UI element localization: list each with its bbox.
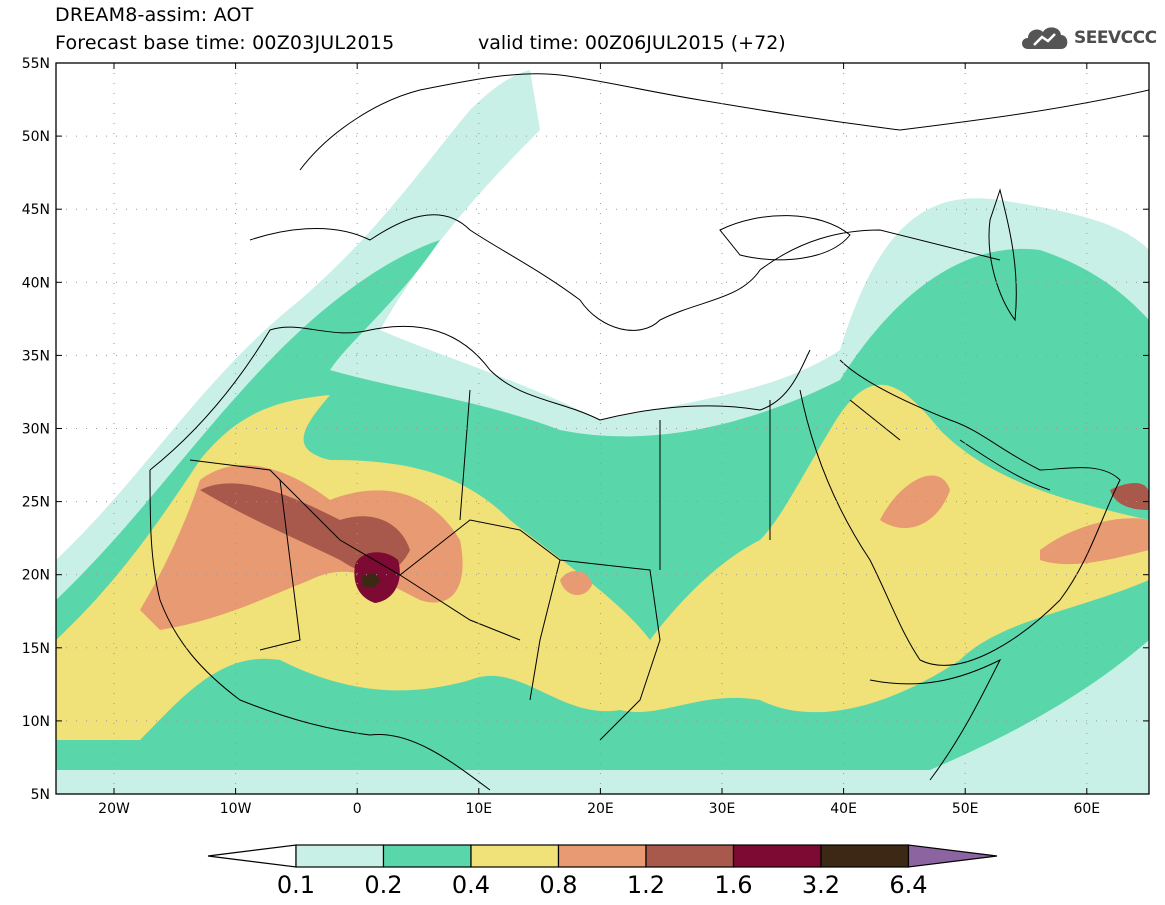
lat-label: 45N <box>22 202 50 218</box>
colorbar-label: 0.4 <box>452 871 490 899</box>
lat-label: 15N <box>22 641 50 657</box>
lon-label: 60E <box>1073 801 1100 817</box>
lon-label: 10E <box>465 801 492 817</box>
colorbar-label: 1.2 <box>627 871 665 899</box>
colorbar-swatch <box>557 844 647 868</box>
lat-label: 35N <box>22 348 50 364</box>
seevccc-logo: SEEVCCC <box>1018 23 1157 53</box>
lat-label: 55N <box>22 56 50 72</box>
map-title: DREAM8-assim: AOT <box>55 4 254 26</box>
lon-label: 10W <box>220 801 252 817</box>
colorbar-swatch <box>382 844 472 868</box>
aot-band-1.2 <box>200 483 410 574</box>
lat-label: 50N <box>22 129 50 145</box>
aot-band-3.2 <box>362 573 380 588</box>
colorbar-swatch <box>820 844 910 868</box>
colorbar-label: 3.2 <box>802 871 840 899</box>
lon-label: 30E <box>709 801 736 817</box>
lon-label: 40E <box>830 801 857 817</box>
logo-text: SEEVCCC <box>1074 28 1157 48</box>
colorbar-swatch <box>645 844 735 868</box>
forecast-base-time: Forecast base time: 00Z03JUL2015 <box>55 32 395 54</box>
aot-band-0.4 <box>56 384 1149 740</box>
latitude-labels: 55N 50N 45N 40N 35N 30N 25N 20N 15N 10N 5N <box>22 56 50 803</box>
colorbar-label: 0.1 <box>277 871 315 899</box>
colorbar-high-arrow <box>907 844 998 868</box>
colorbar-swatch <box>732 844 822 868</box>
colorbar-low-arrow <box>207 844 297 868</box>
lon-label: 20E <box>587 801 614 817</box>
colorbar-swatch <box>470 844 560 868</box>
longitude-labels: 20W 10W 0 10E 20E 30E 40E 50E 60E <box>98 801 1100 817</box>
aot-field <box>56 63 1149 794</box>
colorbar-label: 0.2 <box>364 871 402 899</box>
lat-label: 25N <box>22 495 50 511</box>
cloud-icon <box>1022 27 1068 49</box>
lat-label: 10N <box>22 714 50 730</box>
colorbar-label: 1.6 <box>714 871 752 899</box>
valid-time: valid time: 00Z06JUL2015 (+72) <box>478 32 786 54</box>
lon-label: 20W <box>98 801 130 817</box>
colorbar-label: 6.4 <box>889 871 927 899</box>
coastlines <box>149 73 1149 791</box>
lat-label: 5N <box>31 787 50 803</box>
lat-label: 20N <box>22 568 50 584</box>
colorbar-label: 0.8 <box>539 871 577 899</box>
gridlines <box>56 63 1149 794</box>
lon-label: 0 <box>353 801 362 817</box>
axis-ticks <box>56 62 1149 795</box>
colorbar: 0.1 0.2 0.4 0.8 1.2 1.6 3.2 6.4 <box>207 844 998 899</box>
lon-label: 50E <box>952 801 979 817</box>
lat-label: 30N <box>22 422 50 438</box>
aot-band-0.8 <box>140 465 463 630</box>
colorbar-swatch <box>295 844 385 868</box>
lat-label: 40N <box>22 275 50 291</box>
